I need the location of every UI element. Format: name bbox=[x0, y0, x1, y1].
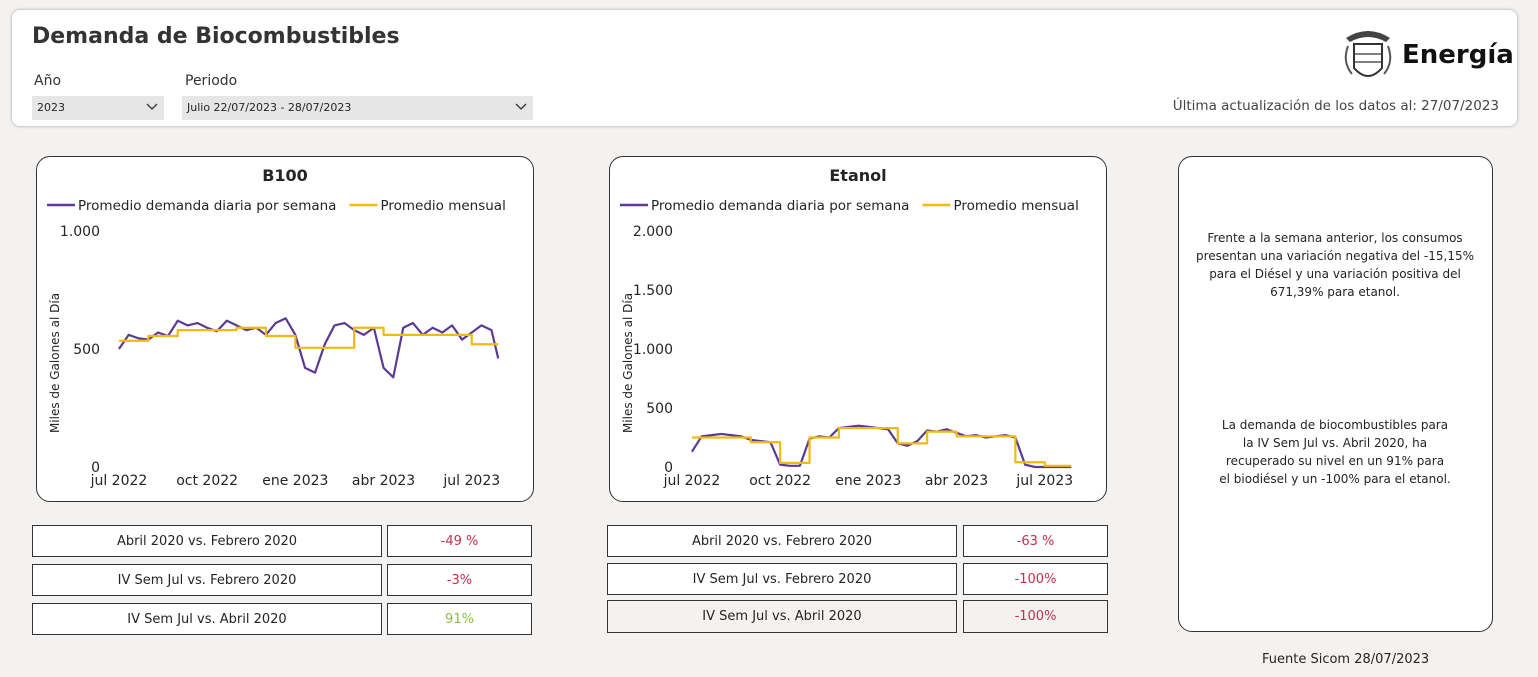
note: Frente a la semana anterior, los consumo… bbox=[1195, 231, 1475, 299]
table-value: -100% bbox=[963, 563, 1108, 595]
table-value: -100% bbox=[963, 600, 1108, 633]
period-label: Periodo bbox=[185, 73, 238, 89]
chart-card: B100 Promedio demanda diaria por semana Pr… bbox=[36, 156, 534, 502]
table-label: IV Sem Jul vs. Abril 2020 bbox=[607, 600, 957, 633]
line-series bbox=[118, 326, 499, 349]
table-label: Abril 2020 vs. Febrero 2020 bbox=[607, 525, 957, 557]
y-tick-label: 1.000 bbox=[60, 224, 100, 240]
chart-card: Etanol Promedio demanda diaria por semana… bbox=[609, 156, 1107, 502]
y-tick-label: 0 bbox=[91, 460, 100, 476]
table-value: -49 % bbox=[387, 525, 532, 557]
y-tick-label: 1.000 bbox=[633, 342, 673, 358]
chart: B100 Promedio demanda diaria por semana Pr… bbox=[47, 166, 506, 489]
x-tick-label: abr 2023 bbox=[925, 473, 988, 489]
table-label: IV Sem Jul vs. Abril 2020 bbox=[32, 603, 382, 635]
year-dropdown[interactable]: 2023 bbox=[32, 96, 164, 120]
legend-label: Promedio mensual bbox=[380, 198, 505, 214]
y-tick-label: 500 bbox=[73, 342, 100, 358]
chart: Etanol Promedio demanda diaria por semana… bbox=[620, 166, 1079, 489]
legend-label: Promedio mensual bbox=[953, 198, 1078, 214]
table-value: 91% bbox=[387, 603, 532, 635]
year-label: Año bbox=[34, 73, 62, 89]
year-value: 2023 bbox=[37, 101, 65, 114]
table-label: IV Sem Jul vs. Febrero 2020 bbox=[607, 563, 957, 595]
y-axis-title: Miles de Galones al Día bbox=[48, 293, 62, 433]
period-dropdown[interactable]: Julio 22/07/2023 - 28/07/2023 bbox=[182, 96, 533, 120]
page-title: Demanda de Biocombustibles bbox=[32, 24, 400, 49]
y-tick-label: 1.500 bbox=[633, 283, 673, 299]
y-tick-label: 0 bbox=[664, 460, 673, 476]
chart-title: Etanol bbox=[829, 166, 886, 185]
update-text: Última actualización de los datos al: 27… bbox=[1172, 98, 1499, 114]
x-tick-label: oct 2022 bbox=[749, 473, 811, 489]
period-value: Julio 22/07/2023 - 28/07/2023 bbox=[187, 101, 352, 114]
footer: Fuente Sicom 28/07/2023 bbox=[1262, 652, 1430, 667]
x-tick-label: ene 2023 bbox=[262, 473, 328, 489]
x-tick-label: jul 2023 bbox=[1015, 473, 1073, 489]
legend-label: Promedio demanda diaria por semana bbox=[78, 198, 336, 214]
table-value: -63 % bbox=[963, 525, 1108, 557]
y-axis-title: Miles de Galones al Día bbox=[621, 293, 635, 433]
x-tick-label: jul 2022 bbox=[90, 473, 148, 489]
table-label: IV Sem Jul vs. Febrero 2020 bbox=[32, 564, 382, 596]
logo-text: Energía bbox=[1402, 40, 1514, 70]
table-value: -3% bbox=[387, 564, 532, 596]
y-tick-label: 500 bbox=[646, 401, 673, 417]
y-tick-label: 2.000 bbox=[633, 224, 673, 240]
x-tick-label: jul 2023 bbox=[442, 473, 500, 489]
chart-title: B100 bbox=[262, 166, 308, 185]
chevron bbox=[146, 103, 158, 110]
x-tick-label: oct 2022 bbox=[176, 473, 238, 489]
x-tick-label: abr 2023 bbox=[352, 473, 415, 489]
x-tick-label: jul 2022 bbox=[663, 473, 721, 489]
logo-emblem bbox=[1344, 31, 1392, 77]
x-tick-label: ene 2023 bbox=[835, 473, 901, 489]
legend-label: Promedio demanda diaria por semana bbox=[651, 198, 909, 214]
line-series bbox=[691, 426, 1072, 467]
line-series bbox=[118, 317, 500, 379]
notes-card: Frente a la semana anterior, los consumo… bbox=[1178, 156, 1493, 632]
table-label: Abril 2020 vs. Febrero 2020 bbox=[32, 525, 382, 557]
note: La demanda de biocombustibles para la IV… bbox=[1219, 418, 1451, 486]
chevron bbox=[515, 103, 527, 110]
header: Demanda de Biocombustibles Año 2023 Peri… bbox=[12, 10, 1517, 126]
